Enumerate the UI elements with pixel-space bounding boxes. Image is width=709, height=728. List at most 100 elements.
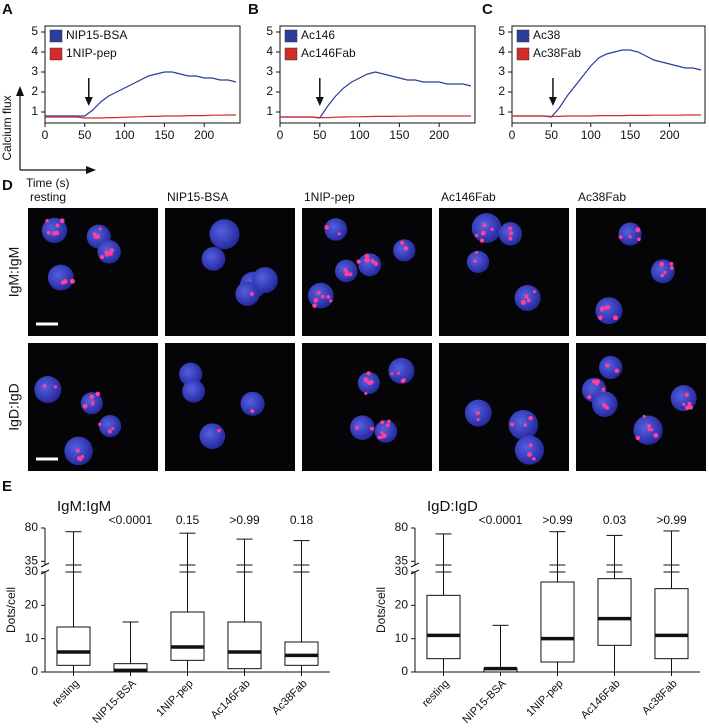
cell-dot (367, 381, 371, 385)
x-tick-label: 50 (78, 128, 92, 142)
cell-dot (109, 248, 115, 253)
cell-dot (687, 401, 692, 407)
column-label: Ac38Fab (578, 190, 626, 204)
cell-dot (54, 230, 60, 236)
cell-dot (343, 268, 348, 273)
cell-dot (385, 423, 390, 428)
cell-dot (107, 429, 112, 434)
cell-dot (217, 428, 221, 433)
cell-dot (529, 443, 533, 448)
cell-dot (479, 238, 485, 243)
cell-dot (356, 259, 361, 264)
y-tick-label: 80 (395, 520, 409, 534)
cell-dot (614, 368, 620, 374)
y-tick-label: 3 (498, 64, 505, 78)
micrograph (165, 208, 295, 336)
x-tick-label: 50 (313, 128, 327, 142)
cell-dot (482, 222, 487, 228)
x-tick-label: Ac146Fab (209, 678, 253, 722)
cell-dot (635, 435, 641, 441)
cell-dot (475, 410, 480, 416)
cell-nucleus (41, 217, 68, 244)
cell-dot (364, 257, 370, 263)
legend-label: NIP15-BSA (66, 28, 127, 42)
box (540, 581, 575, 663)
x-tick-label: 1NIP-pep (154, 678, 195, 719)
x-tick-label: 150 (389, 128, 409, 142)
y-tick-label: 4 (31, 44, 38, 58)
cell-nucleus (240, 391, 265, 416)
cell-dot (659, 261, 665, 267)
cell-nucleus (393, 239, 416, 262)
y-tick-label: 3 (31, 64, 38, 78)
cell-dot (370, 426, 374, 431)
cell-nucleus (650, 259, 675, 284)
cell-dot (98, 422, 102, 426)
x-tick-label: 100 (115, 128, 135, 142)
cell-dot (82, 403, 88, 409)
x-tick-label: 50 (545, 128, 559, 142)
cell-dot (684, 392, 690, 397)
x-tick-label: 200 (194, 128, 214, 142)
y-tick-label: 35 (395, 553, 409, 567)
cell-dot (508, 226, 513, 231)
cell-dot (650, 428, 654, 432)
cell-dot (380, 435, 384, 439)
stimulus-arrowhead (84, 97, 93, 106)
box (426, 594, 461, 660)
panel-letter: B (248, 1, 259, 18)
y-tick-label: 5 (31, 24, 38, 38)
legend-label: Ac38 (533, 28, 561, 42)
cell-dot (663, 270, 667, 275)
cell-dot (249, 291, 254, 297)
x-tick-label: 100 (581, 128, 601, 142)
box (597, 578, 632, 646)
cell-dot (526, 298, 531, 303)
cell-nucleus (466, 250, 490, 274)
column-label: NIP15-BSA (167, 190, 228, 204)
cell-dot (520, 299, 526, 305)
panel-letter: A (2, 1, 13, 18)
cell-dot (390, 372, 394, 376)
y-tick-label: 2 (31, 84, 38, 98)
cell-nucleus (324, 218, 348, 241)
p-value: 0.18 (290, 513, 314, 527)
y-tick-label: 4 (498, 44, 505, 58)
micrograph (576, 208, 706, 336)
cell-dot (53, 385, 58, 389)
x-tick-label: Ac38Fab (640, 678, 680, 718)
row-label: IgD:IgD (6, 383, 22, 430)
axis-key-y: Calcium flux (0, 95, 14, 160)
cell-dot (380, 420, 385, 425)
legend-label: Ac146Fab (301, 46, 356, 60)
cell-dot (326, 295, 331, 299)
cell-dot (684, 405, 690, 410)
panel-letter: E (2, 478, 12, 495)
p-value: <0.0001 (479, 513, 523, 527)
cell-nucleus (235, 281, 260, 306)
cell-dot (476, 417, 480, 421)
cell-dot (532, 457, 536, 461)
plot-frame (44, 25, 241, 124)
cell-dot (532, 290, 537, 294)
cell-dot (93, 234, 99, 239)
cell-dot (480, 230, 486, 236)
y-tick-label: 5 (266, 24, 273, 38)
y-tick-label: 80 (25, 520, 39, 534)
x-tick-label: NIP15-BSA (460, 677, 509, 726)
legend-swatch (49, 47, 63, 61)
column-label: 1NIP-pep (304, 190, 355, 204)
x-tick-label: 0 (42, 128, 49, 142)
cell-nucleus (350, 415, 375, 440)
cell-dot (60, 280, 65, 285)
y-tick-label: 2 (498, 84, 505, 98)
cell-dot (380, 431, 384, 435)
cell-dot (635, 227, 641, 233)
cell-dot (59, 218, 65, 224)
series-line (280, 71, 472, 119)
y-tick-label: 0 (31, 664, 38, 678)
cell-nucleus (209, 219, 240, 250)
cell-nucleus (179, 362, 203, 386)
cell-dot (510, 422, 515, 427)
